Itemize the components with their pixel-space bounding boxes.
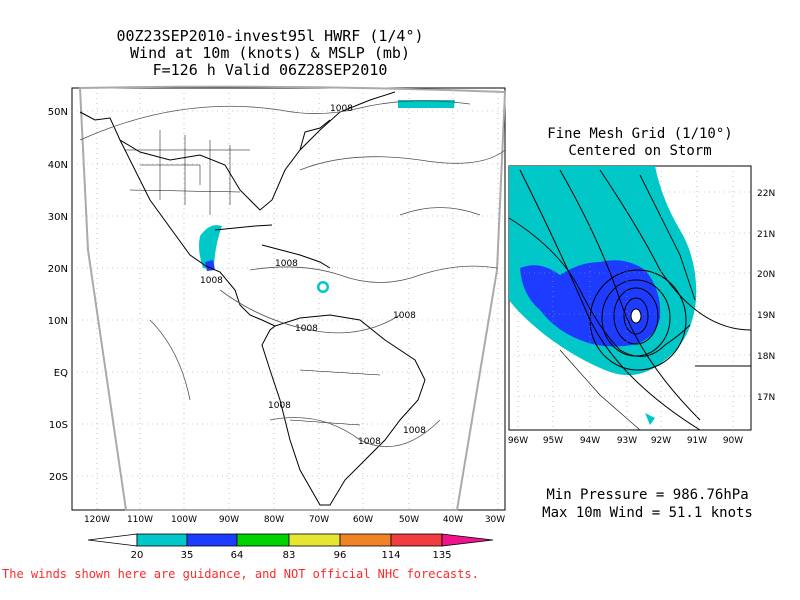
isobar-label: 1008 <box>358 437 381 447</box>
map-title-line-3: F=126 h Valid 06Z28SEP2010 <box>152 61 388 79</box>
colorbar-label: 35 <box>181 550 194 561</box>
inset-lon-label: 94W <box>580 436 600 446</box>
isobar-label: 1008 <box>403 426 426 436</box>
lon-label: 80W <box>264 515 284 525</box>
colorbar-segment <box>87 533 138 547</box>
lat-label: 10N <box>48 316 68 327</box>
colorbar-label: 96 <box>334 550 347 561</box>
lon-label: 70W <box>309 515 329 525</box>
colorbar-segment <box>390 533 443 547</box>
inset-lat-label: 18N <box>757 352 775 362</box>
coastlines <box>79 91 426 506</box>
lat-label: 30N <box>48 212 68 223</box>
lon-label: 110W <box>127 515 153 525</box>
political-boundaries <box>125 130 381 426</box>
disclaimer-text: The winds shown here are guidance, and N… <box>2 567 479 581</box>
lon-label: 50W <box>399 515 419 525</box>
inset-lon-label: 90W <box>723 436 743 446</box>
inset-map <box>508 165 752 431</box>
lat-label: 50N <box>48 107 68 118</box>
inset-lat-label: 21N <box>757 230 775 240</box>
colorbar-segment <box>339 533 392 547</box>
inset-lon-label: 92W <box>651 436 671 446</box>
colorbar-label: 83 <box>283 550 296 561</box>
isobar-label: 1008 <box>295 324 318 334</box>
model-domain-outline <box>78 85 507 511</box>
colorbar-segment <box>136 533 188 547</box>
inset-lat-label: 17N <box>757 393 775 403</box>
colorbar <box>87 533 494 547</box>
main-map-frame <box>71 87 506 511</box>
lon-label: 40W <box>443 515 463 525</box>
isobar-label: 1008 <box>393 311 416 321</box>
main-map-gridlines <box>72 88 505 510</box>
colorbar-segment <box>236 533 290 547</box>
lon-label: 60W <box>353 515 373 525</box>
lat-label: 20N <box>48 264 68 275</box>
isobar-label: 1008 <box>268 401 291 411</box>
wind-shading-gulf <box>199 225 222 270</box>
inset-lat-label: 19N <box>757 311 775 321</box>
colorbar-label: 114 <box>381 550 400 561</box>
colorbar-label: 20 <box>131 550 144 561</box>
inset-lon-label: 91W <box>687 436 707 446</box>
isobar-label: 1008 <box>275 259 298 269</box>
lon-label: 30W <box>485 515 505 525</box>
lon-label: 90W <box>219 515 239 525</box>
colorbar-label: 64 <box>231 550 244 561</box>
isobar-label: 1008 <box>200 276 223 286</box>
colorbar-segment <box>441 533 494 547</box>
inset-title-line-1: Fine Mesh Grid (1/10°) <box>547 126 733 142</box>
wind-shading-atlantic <box>398 100 455 108</box>
lon-label: 120W <box>84 515 110 525</box>
isobar-label: 1008 <box>330 104 353 114</box>
lat-label: EQ <box>54 368 68 379</box>
lat-label: 40N <box>48 160 68 171</box>
map-title-line-1: 00Z23SEP2010-invest95l HWRF (1/4°) <box>116 27 424 45</box>
colorbar-segment <box>288 533 341 547</box>
lat-label: 20S <box>49 472 68 483</box>
colorbar-label: 135 <box>432 550 451 561</box>
lat-label: 10S <box>49 420 68 431</box>
colorbar-segment <box>186 533 238 547</box>
inset-lon-label: 95W <box>543 436 563 446</box>
inset-lat-label: 20N <box>757 270 775 280</box>
map-title-line-2: Wind at 10m (knots) & MSLP (mb) <box>130 44 410 62</box>
lon-label: 100W <box>171 515 197 525</box>
inset-lat-label: 22N <box>757 189 775 199</box>
inset-lon-label: 96W <box>508 436 528 446</box>
isobars <box>79 100 506 447</box>
max-wind-readout: Max 10m Wind = 51.1 knots <box>542 505 753 521</box>
min-pressure-readout: Min Pressure = 986.76hPa <box>546 487 749 503</box>
inset-title-line-2: Centered on Storm <box>568 143 712 159</box>
inset-lon-label: 93W <box>617 436 637 446</box>
